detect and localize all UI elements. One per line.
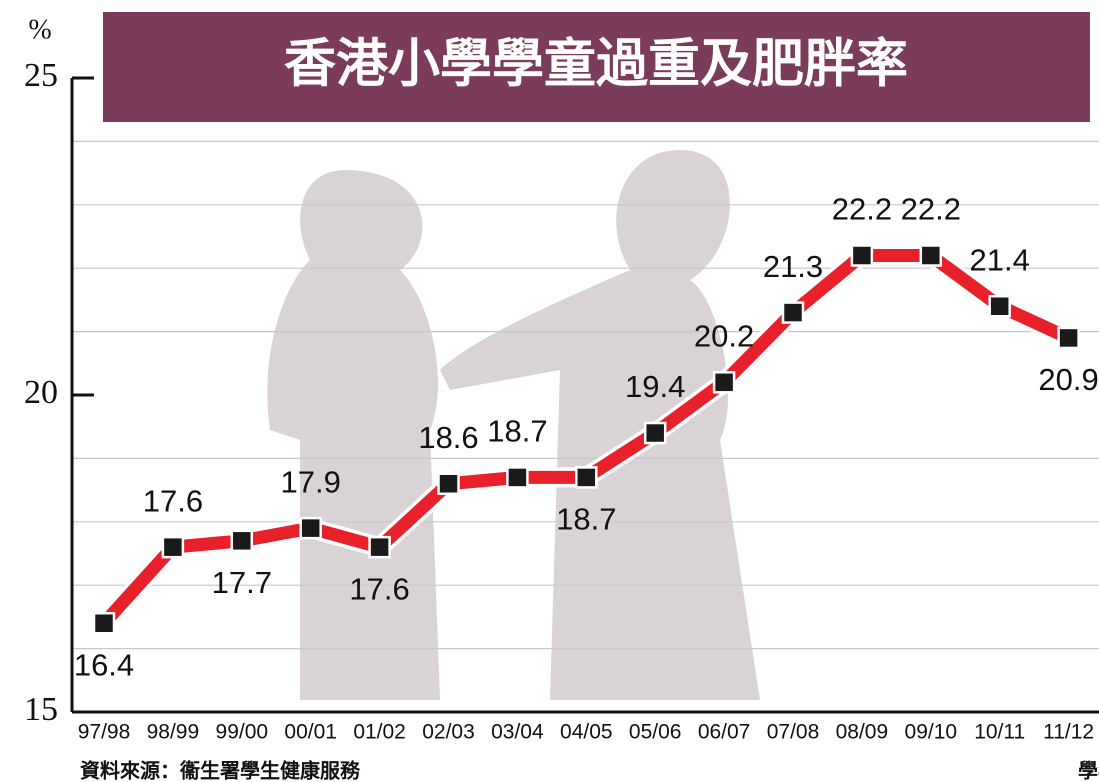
source: 資料來源：衞生署學生健康服務 (80, 758, 361, 782)
marker (921, 246, 941, 266)
data-label: 18.7 (487, 414, 547, 449)
x-tick-label: 05/06 (629, 721, 682, 744)
x-tick-label: 97/98 (78, 721, 131, 744)
y-tick-label: 15 (24, 691, 58, 728)
marker (439, 474, 459, 494)
data-label: 17.7 (212, 565, 272, 600)
data-label: 21.4 (970, 242, 1030, 277)
x-tick-label: 08/09 (836, 721, 889, 744)
data-label: 17.6 (349, 571, 409, 606)
x-tick-label: 09/10 (905, 721, 958, 744)
chart-title: 香港小學學童過重及肥胖率 (284, 36, 908, 94)
y-tick-label: 20 (24, 374, 58, 411)
marker (714, 372, 734, 392)
x-tick-label: 00/01 (284, 721, 337, 744)
marker (852, 246, 872, 266)
marker (783, 303, 803, 323)
data-label: 18.7 (556, 502, 616, 537)
x-tick-label: 06/07 (698, 721, 751, 744)
y-tick-label: 25 (24, 57, 58, 94)
x-tick-label: 99/00 (216, 721, 269, 744)
data-label: 22.2 (901, 192, 961, 227)
data-label: 17.6 (143, 483, 203, 518)
marker (301, 518, 321, 538)
chart: 香港小學學童過重及肥胖率 % 資料來源：衞生署學生健康服務 學年 15 20 25 9… (0, 0, 1099, 782)
x-tick-label: 04/05 (560, 721, 613, 744)
x-tick-label: 11/12 (1043, 721, 1094, 744)
data-label: 16.4 (74, 647, 134, 682)
data-label: 19.4 (625, 369, 685, 404)
x-tick-label: 10/11 (974, 721, 1025, 744)
x-tick-label: 98/99 (147, 721, 200, 744)
x-tick-label: 01/02 (353, 721, 406, 744)
data-label: 21.3 (763, 249, 823, 284)
x-tick-label: 03/04 (491, 721, 544, 744)
data-label: 22.2 (832, 192, 892, 227)
marker (1059, 328, 1079, 348)
marker (645, 423, 665, 443)
marker (94, 613, 114, 633)
marker (232, 531, 252, 551)
marker (576, 467, 596, 487)
x-tick-label: 07/08 (767, 721, 820, 744)
y-unit: % (28, 14, 51, 45)
data-label: 18.6 (418, 420, 478, 455)
x-axis-label: 學年 (1078, 758, 1099, 782)
data-label: 20.9 (1038, 362, 1098, 397)
data-label: 17.9 (281, 464, 341, 499)
marker (163, 537, 183, 557)
data-label: 20.2 (694, 319, 754, 354)
x-tick-label: 02/03 (422, 721, 475, 744)
marker (370, 537, 390, 557)
marker (990, 296, 1010, 316)
marker (507, 467, 527, 487)
